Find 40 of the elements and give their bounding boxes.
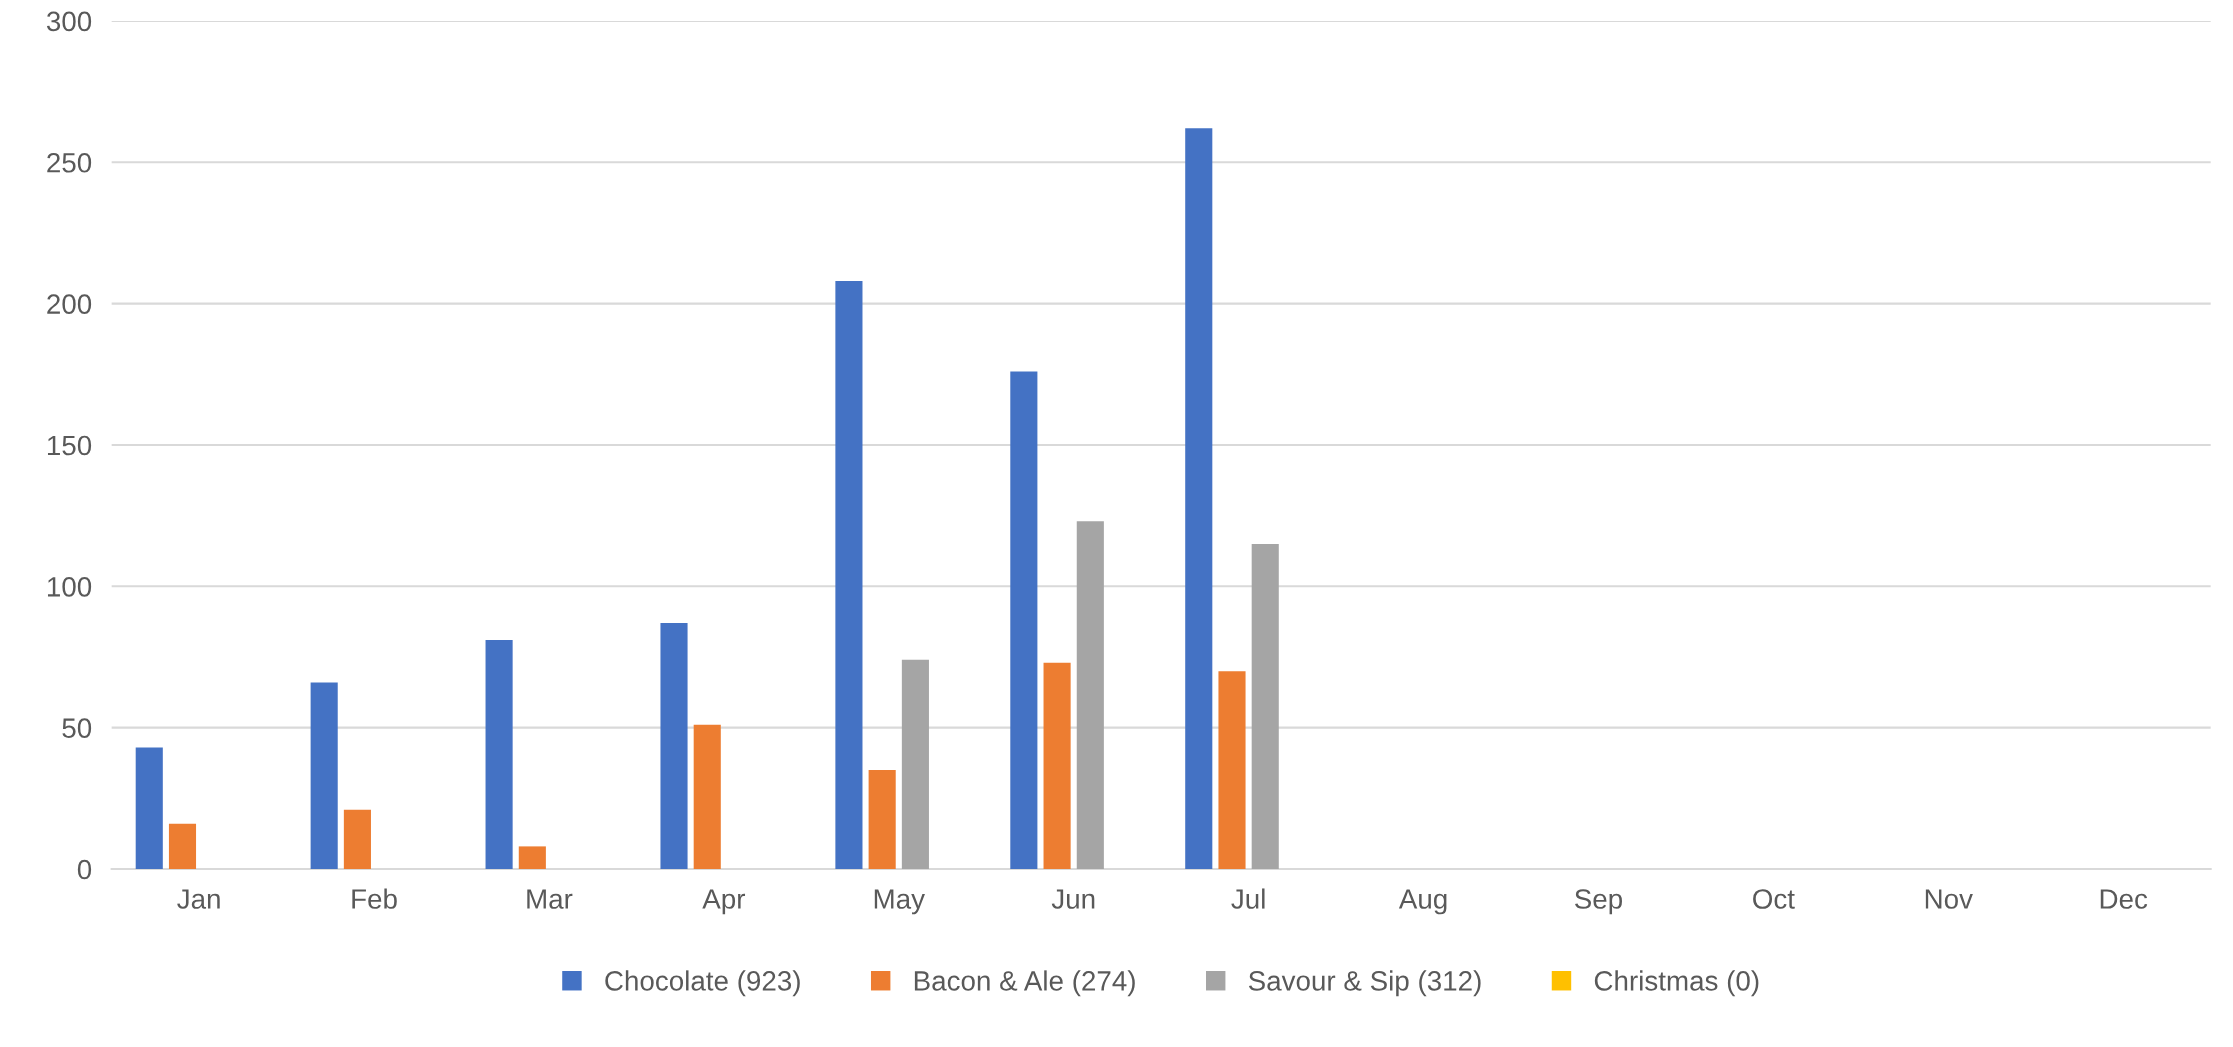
x-tick-label: Oct (1753, 889, 1795, 909)
bar (835, 281, 863, 870)
y-tick-label: 150 (47, 435, 92, 456)
bar (343, 809, 371, 870)
bar (1251, 543, 1279, 870)
bar (1010, 371, 1038, 870)
x-tick-label: Aug (1398, 889, 1447, 915)
x-tick-label: Apr (702, 889, 746, 915)
x-tick-label: Jan (177, 889, 220, 909)
y-tick-label: 0 (77, 859, 92, 880)
bar (485, 640, 513, 870)
bar (168, 823, 197, 870)
bar (693, 724, 721, 870)
x-tick-label: Dec (2100, 889, 2148, 909)
y-tick-label: 200 (47, 294, 92, 314)
bar (901, 659, 929, 870)
x-tick-label: Mar (527, 889, 573, 909)
bar (1185, 128, 1213, 870)
bar (660, 623, 688, 870)
y-tick-label: 300 (46, 11, 92, 32)
legend-label: Christmas (0) (1594, 970, 1759, 997)
bar (1218, 671, 1246, 870)
bar (868, 770, 896, 870)
y-tick-label: 250 (47, 152, 92, 173)
y-tick-label: 50 (62, 718, 92, 738)
legend-label: Chocolate (923) (605, 970, 800, 997)
x-tick-label: Jun (1051, 889, 1095, 909)
legend-label: Bacon & Ale (274) (914, 970, 1135, 997)
y-tick-label: 100 (47, 576, 92, 597)
x-tick-label: Feb (352, 888, 397, 909)
bar (518, 846, 546, 870)
bar (1043, 662, 1071, 870)
bar (1076, 521, 1104, 870)
x-tick-label: Jul (1231, 888, 1265, 909)
x-tick-label: May (874, 889, 925, 915)
x-tick-label: Sep (1575, 889, 1622, 915)
bar (310, 682, 338, 870)
bar (135, 747, 163, 870)
legend-label: Savour & Sip (312) (1248, 970, 1481, 997)
x-tick-label: Nov (1925, 889, 1973, 909)
